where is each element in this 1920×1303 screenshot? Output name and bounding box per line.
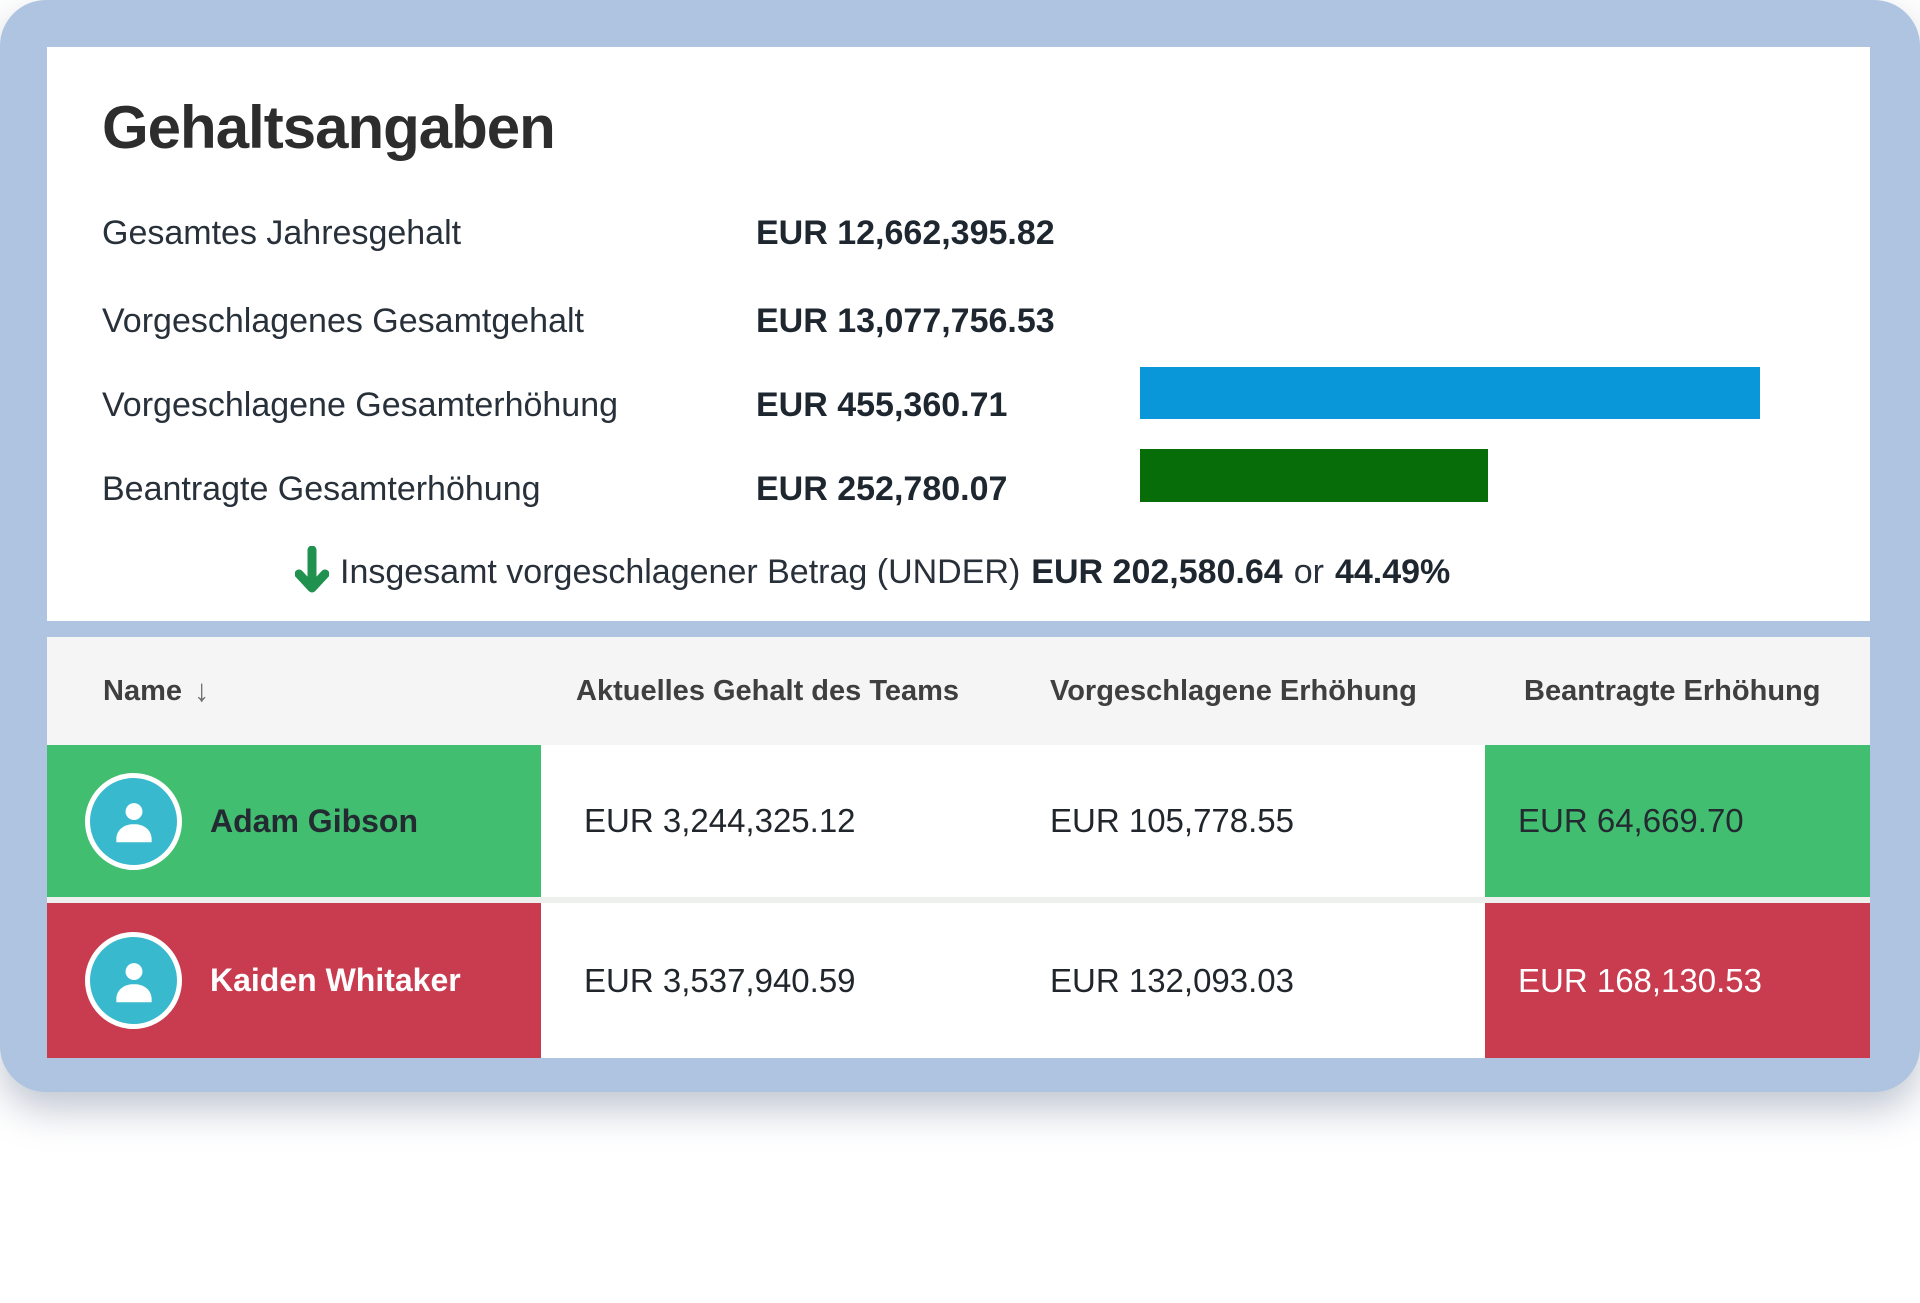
summary-label: Beantragte Gesamterhöhung <box>102 470 541 508</box>
proposed-increase-bar <box>1140 367 1760 419</box>
footer-or: or <box>1293 552 1324 591</box>
summary-label: Vorgeschlagene Gesamterhöhung <box>102 386 619 424</box>
column-header-proposed-increase[interactable]: Vorgeschlagene Erhöhung <box>1050 674 1417 707</box>
current-team-salary-cell: EUR 3,537,940.59 <box>584 961 856 999</box>
page-title: Gehaltsangaben <box>102 94 556 161</box>
summary-footer: Insgesamt vorgeschlagener Betrag (UNDER)… <box>295 544 1450 600</box>
summary-row-requested-total-increase: Beantragte Gesamterhöhung EUR 252,780.07 <box>102 466 1007 512</box>
requested-increase-bar <box>1140 449 1488 502</box>
salary-table: Name ↓ Aktuelles Gehalt des Teams Vorges… <box>47 637 1870 1058</box>
avatar <box>85 932 182 1029</box>
summary-value: EUR 13,077,756.53 <box>756 302 1055 340</box>
avatar <box>85 772 182 870</box>
column-header-requested-increase[interactable]: Beantragte Erhöhung <box>1524 674 1821 707</box>
arrow-down-icon <box>295 546 329 598</box>
footer-text: Insgesamt vorgeschlagener Betrag (UNDER) <box>340 552 1021 591</box>
table-row: Kaiden Whitaker EUR 3,537,940.59 EUR 132… <box>47 903 1870 1058</box>
summary-row-total-annual-salary: Gesamtes Jahresgehalt EUR 12,662,395.82 <box>102 210 1055 256</box>
summary-label: Vorgeschlagenes Gesamtgehalt <box>102 302 584 340</box>
outer-frame: Gehaltsangaben Gesamtes Jahresgehalt EUR… <box>0 0 1920 1092</box>
summary-row-proposed-total-increase: Vorgeschlagene Gesamterhöhung EUR 455,36… <box>102 382 1007 428</box>
person-icon <box>115 803 152 843</box>
summary-value: EUR 12,662,395.82 <box>756 214 1055 252</box>
summary-card: Gehaltsangaben Gesamtes Jahresgehalt EUR… <box>47 47 1870 621</box>
summary-label: Gesamtes Jahresgehalt <box>102 214 462 252</box>
person-icon <box>115 962 152 1002</box>
table-header: Name ↓ Aktuelles Gehalt des Teams Vorges… <box>47 637 1870 745</box>
column-header-name[interactable]: Name ↓ <box>103 673 210 708</box>
employee-name: Kaiden Whitaker <box>210 962 461 998</box>
table-row: Adam Gibson EUR 3,244,325.12 EUR 105,778… <box>47 745 1870 897</box>
summary-value: EUR 252,780.07 <box>756 470 1008 508</box>
row-divider <box>47 897 1870 903</box>
column-header-current-team-salary[interactable]: Aktuelles Gehalt des Teams <box>576 674 960 707</box>
name-cell: Kaiden Whitaker <box>47 903 541 1058</box>
footer-amount: EUR 202,580.64 <box>1031 552 1283 591</box>
proposed-increase-cell: EUR 132,093.03 <box>1050 961 1295 999</box>
requested-increase-cell: EUR 64,669.70 <box>1485 745 1870 897</box>
proposed-increase-cell: EUR 105,778.55 <box>1050 802 1295 839</box>
name-cell: Adam Gibson <box>47 745 541 897</box>
current-team-salary-cell: EUR 3,244,325.12 <box>584 802 856 839</box>
footer-percent: 44.49% <box>1334 552 1451 591</box>
employee-name: Adam Gibson <box>210 802 419 839</box>
summary-row-proposed-total-salary: Vorgeschlagenes Gesamtgehalt EUR 13,077,… <box>102 298 1055 344</box>
sort-desc-icon: ↓ <box>194 673 210 708</box>
requested-increase-cell: EUR 168,130.53 <box>1485 903 1870 1058</box>
summary-value: EUR 455,360.71 <box>756 386 1008 424</box>
